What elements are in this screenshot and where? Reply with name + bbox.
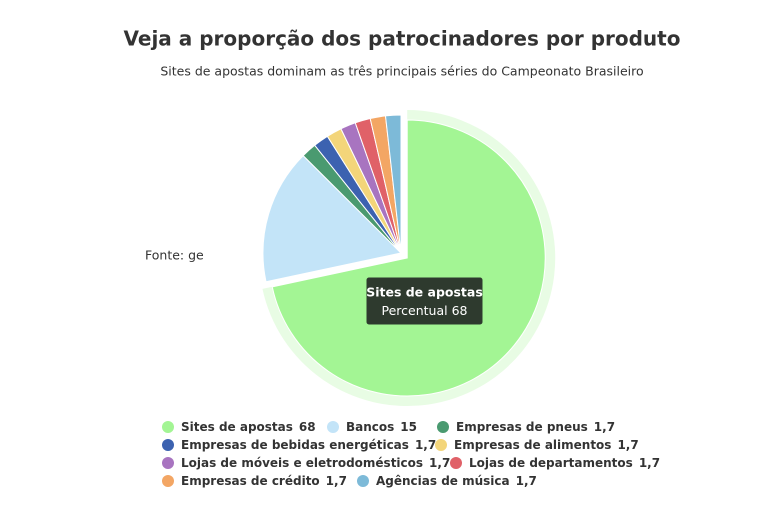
legend-marker [162,457,174,469]
legend-entry: Sites de apostas 68 [181,420,316,434]
chart-title: Veja a proporção dos patrocinadores por … [124,27,681,51]
legend: Sites de apostas 68 Bancos 15 Empresas de pn… [162,420,660,488]
legend-entry: Empresas de bebidas energéticas 1,7 [181,438,436,452]
slice [271,119,546,397]
tooltip: Sites de apostas Percentual 68 [365,276,484,326]
legend-label: Sites de apostas [181,420,293,434]
legend-marker [327,421,339,433]
source: Fonte: ge [145,248,204,263]
legend-marker [437,421,449,433]
legend-marker [435,439,447,451]
legend-marker [162,439,174,451]
tooltip-box [365,276,484,326]
legend-entry: Agências de música 1,7 [376,474,537,488]
legend-marker [450,457,462,469]
legend-label: Agências de música [376,474,510,488]
legend-label: Empresas de bebidas energéticas [181,438,409,452]
legend-entry: Empresas de alimentos 1,7 [454,438,639,452]
legend-value: 68 [299,420,316,434]
chart-subtitle: Sites de apostas dominam as três princip… [160,64,643,79]
legend-label: Empresas de pneus [456,420,588,434]
legend-entry: Empresas de crédito 1,7 [181,474,347,488]
tooltip-text: Percentual 68 [382,303,468,318]
legend-value: 1,7 [415,438,436,452]
slice [384,114,402,254]
legend-value: 15 [400,420,417,434]
legend-value: 1,7 [516,474,537,488]
legend-entry: Bancos 15 [346,420,417,434]
tooltip-value: 68 [452,303,468,318]
tooltip-label: Percentual [382,303,448,318]
tooltip-title: Sites de apostas [366,285,483,300]
legend-value: 1,7 [617,438,638,452]
slice [262,154,403,283]
pie [262,110,556,407]
legend-label: Lojas de departamentos [469,456,633,470]
legend-marker [357,475,369,487]
legend-marker [162,421,174,433]
legend-entry: Lojas de departamentos 1,7 [469,456,660,470]
legend-value: 1,7 [594,420,615,434]
legend-value: 1,7 [326,474,347,488]
legend-entry: Lojas de móveis e eletrodomésticos 1,7 [181,456,450,470]
legend-value: 1,7 [639,456,660,470]
legend-marker [162,475,174,487]
legend-entry: Empresas de pneus 1,7 [456,420,615,434]
legend-value: 1,7 [429,456,450,470]
legend-label: Empresas de alimentos [454,438,611,452]
legend-label: Empresas de crédito [181,474,320,488]
legend-label: Lojas de móveis e eletrodomésticos [181,456,423,470]
legend-label: Bancos [346,420,394,434]
